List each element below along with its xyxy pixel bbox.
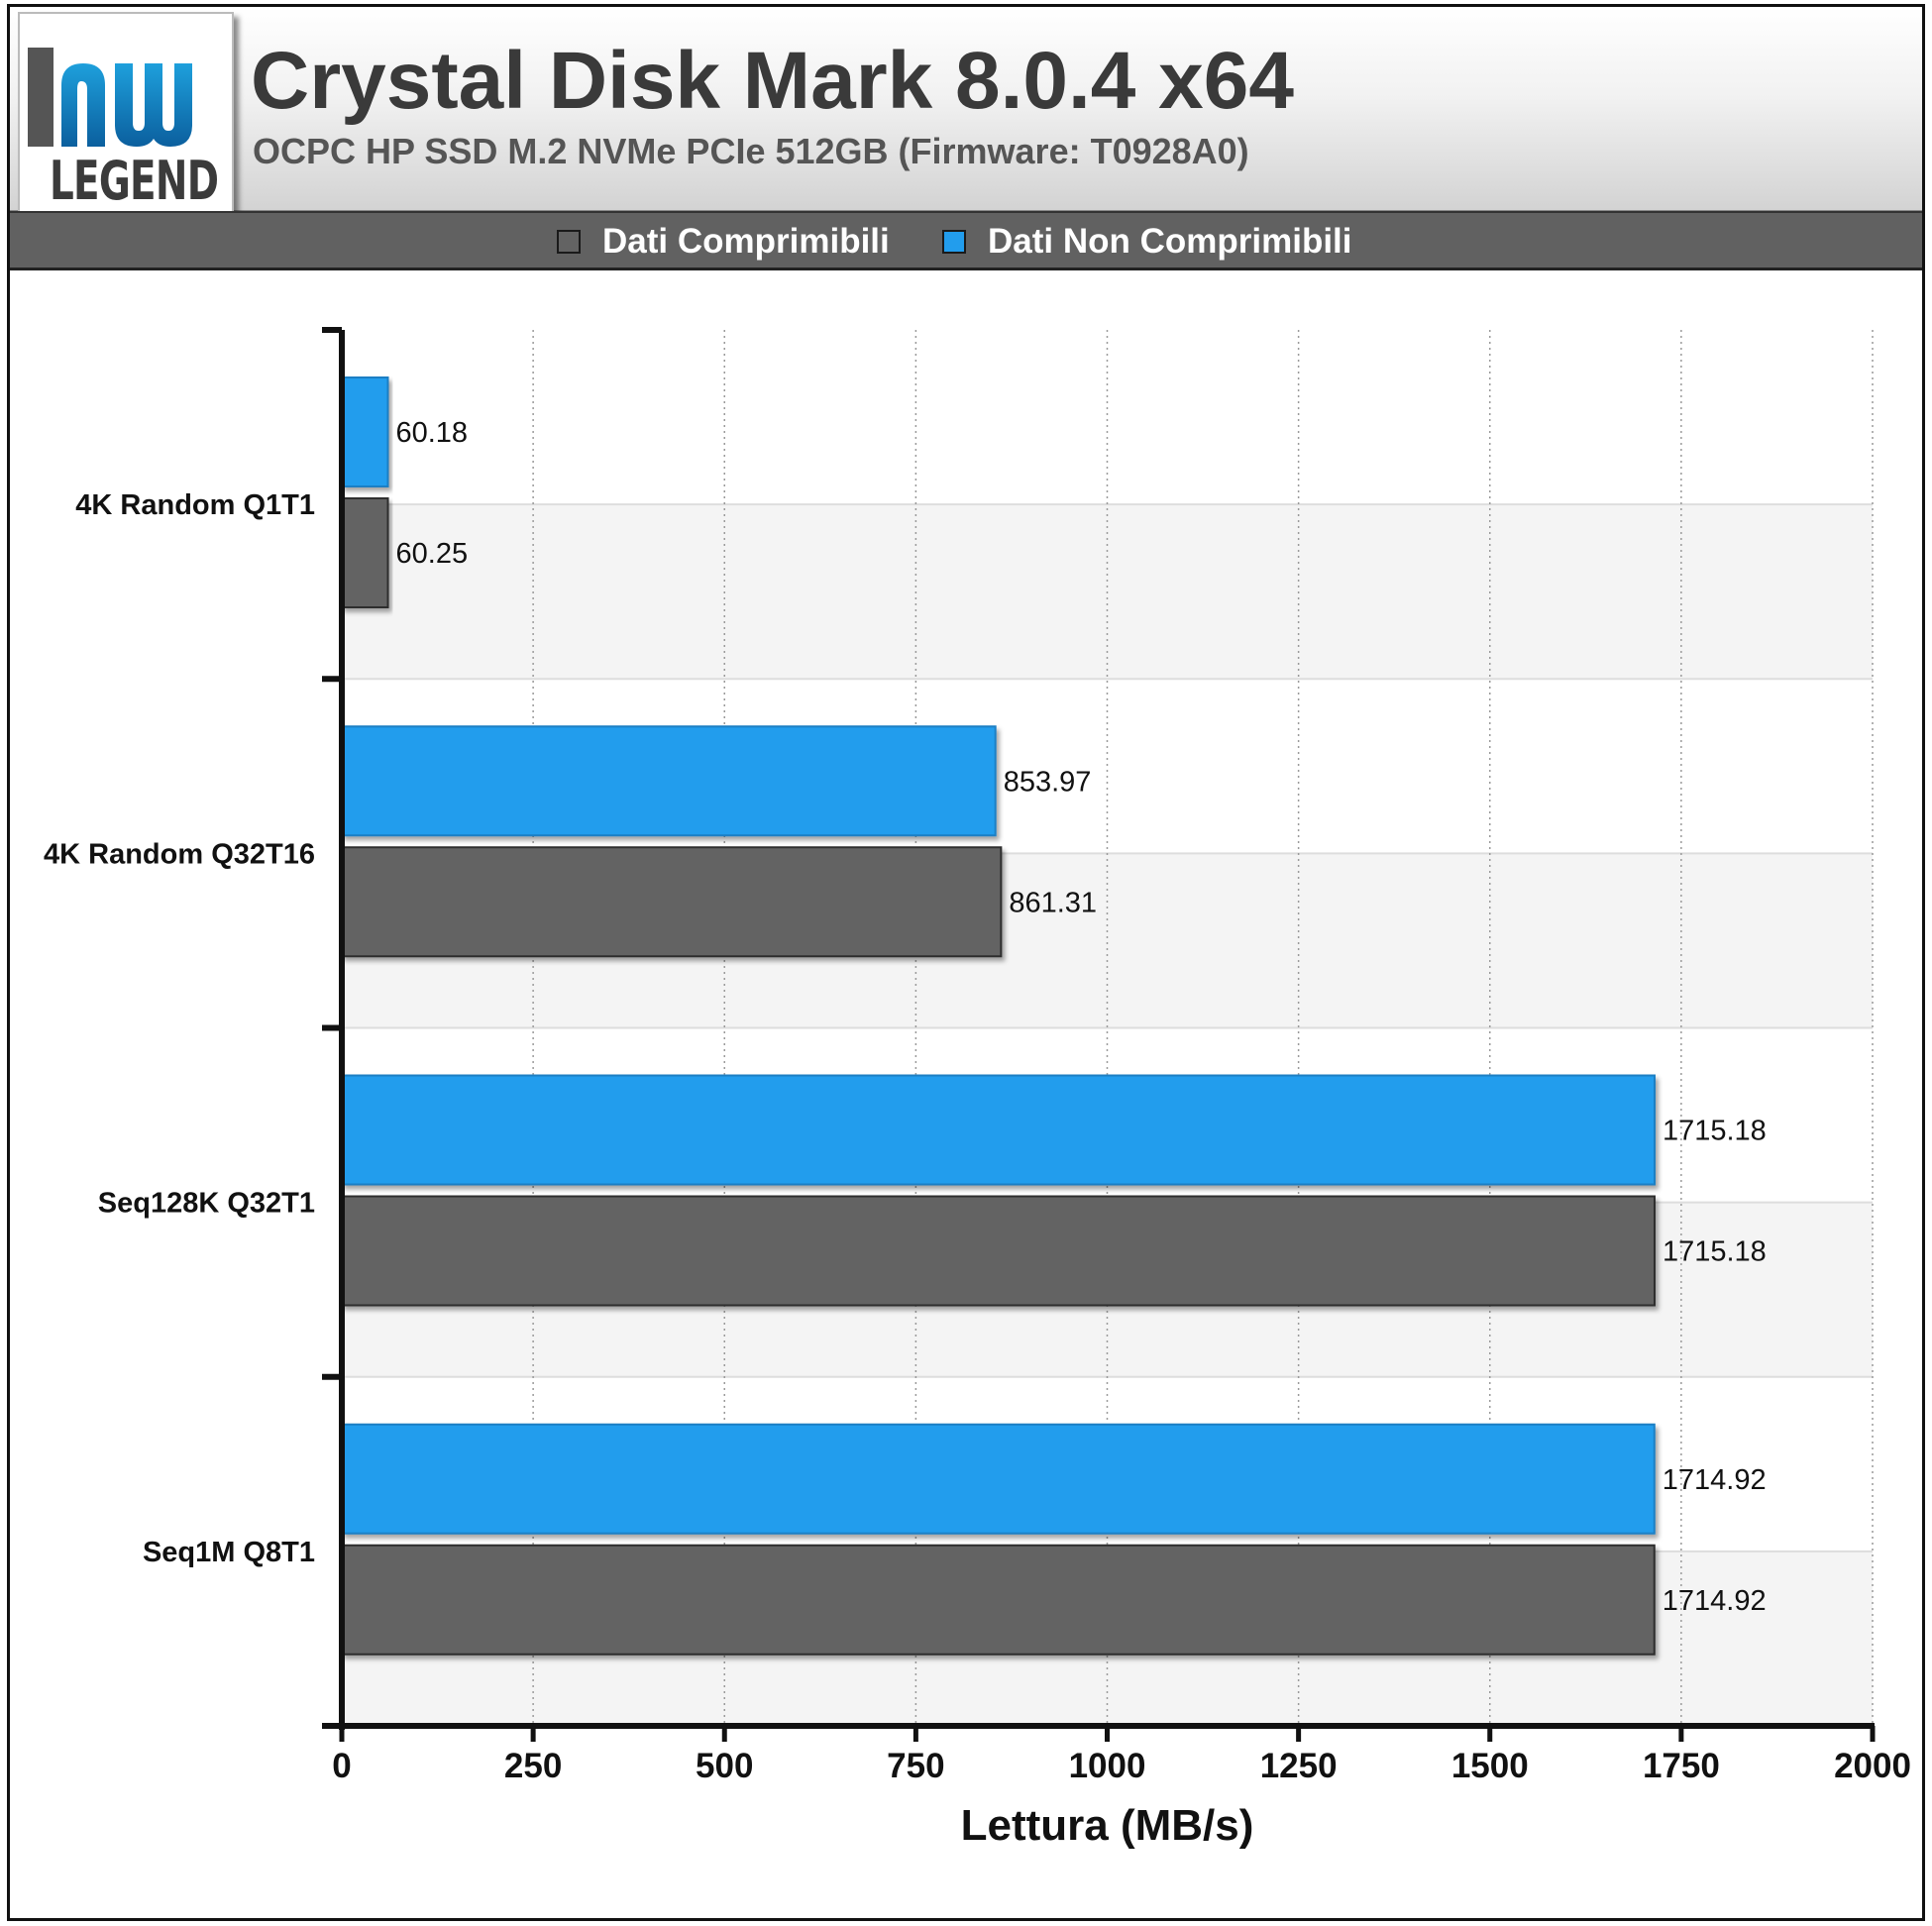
legend: Dati Comprimibili Dati Non Comprimibili xyxy=(10,211,1922,270)
legend-label-compressible: Dati Comprimibili xyxy=(602,222,890,261)
x-tick-label: 1500 xyxy=(1451,1747,1529,1785)
x-tick-label: 2000 xyxy=(1834,1747,1911,1785)
bar xyxy=(341,846,1003,958)
legend-item-compressible: Dati Comprimibili xyxy=(557,222,890,261)
data-label: 1714.92 xyxy=(1663,1464,1767,1496)
plot-band xyxy=(342,330,1873,505)
chart-subtitle: OCPC HP SSD M.2 NVMe PCIe 512GB (Firmwar… xyxy=(253,131,1249,171)
category-label: 4K Random Q32T16 xyxy=(44,838,315,870)
legend-swatch-incompressible xyxy=(942,230,966,254)
bar xyxy=(341,1074,1656,1186)
hwlegend-logo: LEGEND xyxy=(18,12,234,228)
x-tick-label: 1750 xyxy=(1643,1747,1720,1785)
x-tick-label: 1000 xyxy=(1069,1747,1146,1785)
bar xyxy=(341,1423,1656,1535)
data-label: 60.25 xyxy=(396,538,469,570)
x-tick-label: 0 xyxy=(332,1747,351,1785)
x-axis-title: Lettura (MB/s) xyxy=(961,1801,1254,1850)
data-label: 861.31 xyxy=(1009,887,1097,918)
x-tick-label: 500 xyxy=(696,1747,753,1785)
data-label: 60.18 xyxy=(395,417,468,449)
bar xyxy=(341,1195,1656,1307)
data-label: 853.97 xyxy=(1004,766,1092,798)
bar xyxy=(341,1544,1656,1656)
data-label: 1714.92 xyxy=(1663,1585,1767,1617)
category-label: 4K Random Q1T1 xyxy=(75,489,315,521)
x-tick-label: 750 xyxy=(887,1747,944,1785)
category-label: Seq128K Q32T1 xyxy=(98,1188,315,1220)
hwlegend-logo-mark-icon xyxy=(28,48,192,147)
bar xyxy=(341,725,997,837)
chart-header: LEGEND Crystal Disk Mark 8.0.4 x64 OCPC … xyxy=(10,7,1922,228)
bar xyxy=(341,497,389,608)
bar xyxy=(341,376,389,487)
x-tick-label: 1250 xyxy=(1260,1747,1338,1785)
legend-swatch-compressible xyxy=(557,230,581,254)
logo-text: LEGEND xyxy=(49,150,219,212)
legend-item-incompressible: Dati Non Comprimibili xyxy=(942,222,1352,261)
chart-title: Crystal Disk Mark 8.0.4 x64 xyxy=(251,36,1294,126)
category-label: Seq1M Q8T1 xyxy=(143,1537,315,1568)
legend-label-incompressible: Dati Non Comprimibili xyxy=(988,222,1352,261)
data-label: 1715.18 xyxy=(1663,1236,1767,1268)
data-label: 1715.18 xyxy=(1663,1116,1767,1147)
x-tick-label: 250 xyxy=(504,1747,562,1785)
